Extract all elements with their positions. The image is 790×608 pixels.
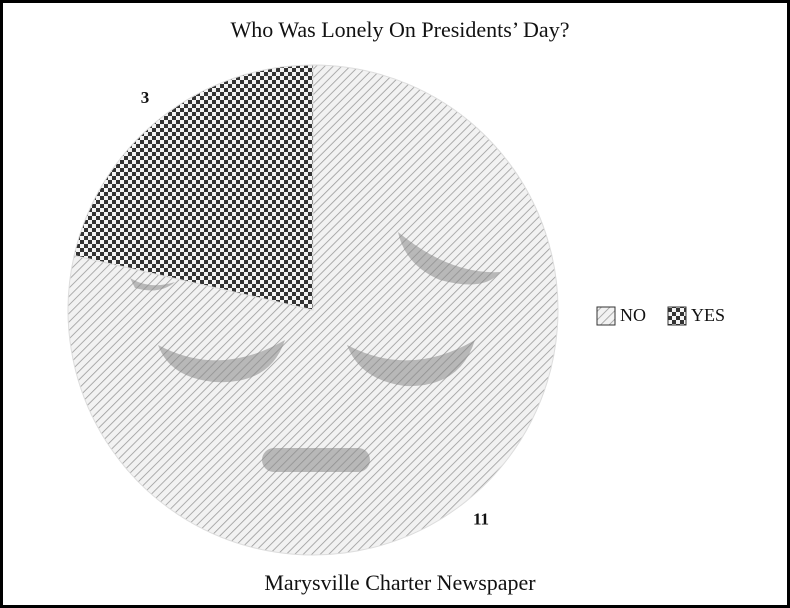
footer: Marysville Charter Newspaper — [264, 570, 536, 595]
legend-swatch — [667, 306, 687, 326]
legend-swatch — [596, 306, 616, 326]
data-label: 11 — [473, 510, 489, 529]
pie — [67, 64, 559, 556]
chart-title: Who Was Lonely On Presidents’ Day? — [231, 17, 570, 42]
pie-slice — [67, 64, 559, 556]
data-label: 3 — [141, 88, 150, 107]
pie-slice — [73, 64, 314, 311]
face — [130, 232, 500, 472]
legend: NO YES — [596, 305, 725, 326]
legend-label: NO — [620, 305, 646, 325]
legend-label: YES — [691, 305, 725, 325]
